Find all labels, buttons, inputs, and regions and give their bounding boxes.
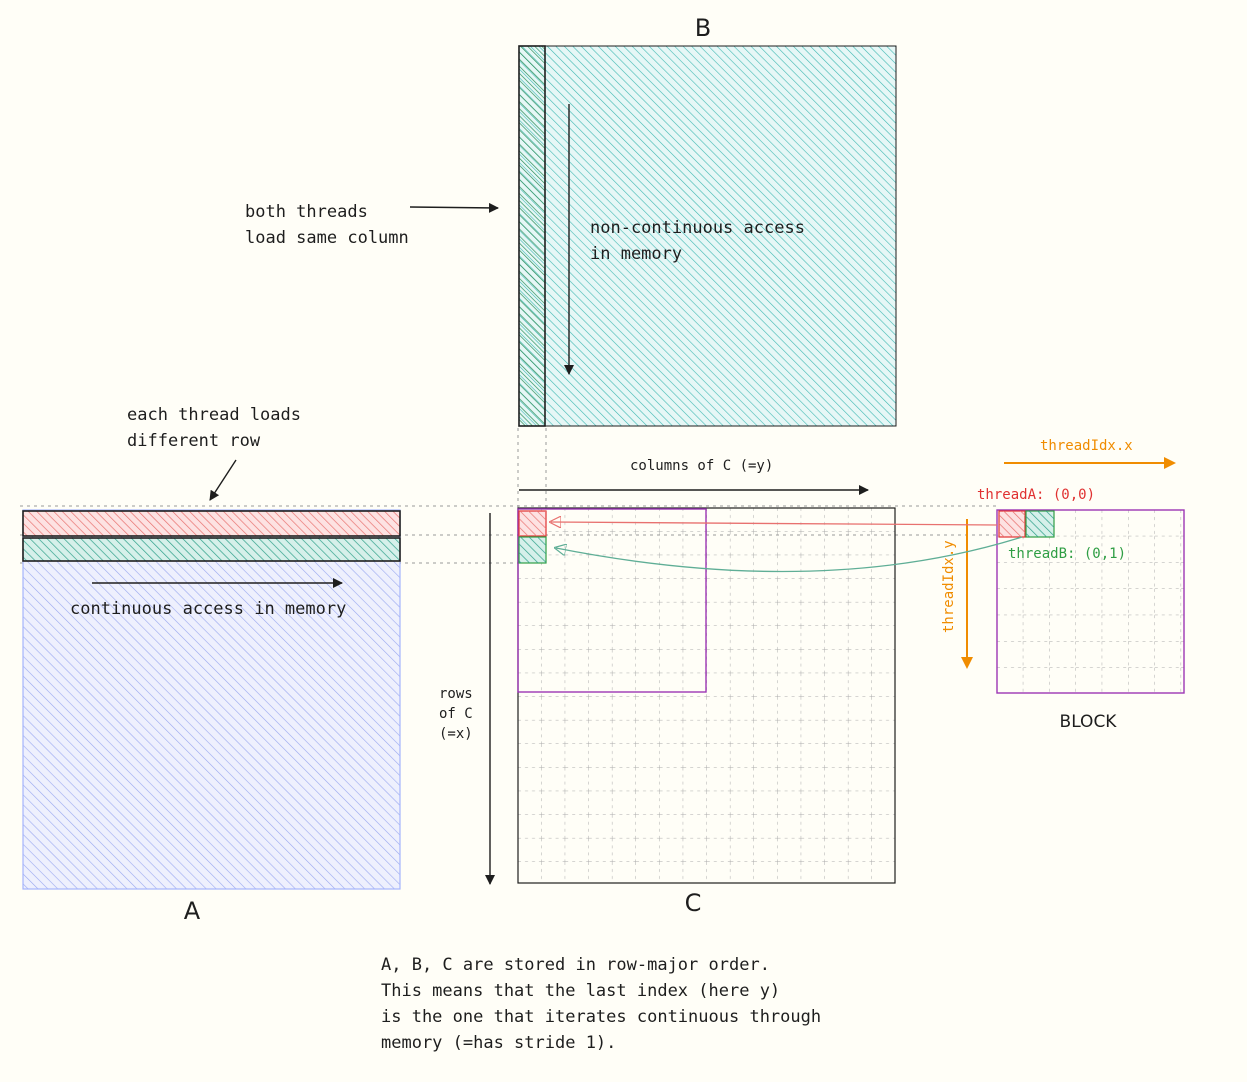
thread-b-label: threadB: (0,1)	[1008, 546, 1126, 562]
matrix-b	[518, 45, 897, 427]
each-thread-arrow	[209, 459, 237, 501]
matrix-b-column	[518, 45, 546, 427]
matrix-c	[517, 507, 896, 884]
block-label: BLOCK	[1060, 712, 1118, 732]
footnote-line1: A, B, C are stored in row-major order.	[381, 955, 770, 975]
both-threads-line2: load same column	[245, 228, 409, 248]
thread-a-label: threadA: (0,0)	[977, 487, 1095, 503]
footnote-line3: is the one that iterates continuous thro…	[381, 1007, 821, 1027]
non-continuous-line2: in memory	[590, 244, 682, 264]
both-threads-line1: both threads	[245, 202, 368, 222]
rows-of-c-line1: rows	[439, 686, 473, 702]
thread-idx-y-label: threadIdx.y	[941, 540, 957, 633]
matrix-c-block	[517, 508, 707, 693]
each-thread-line1: each thread loads	[127, 405, 301, 425]
rows-of-c-line2: of C	[439, 706, 473, 722]
footnote-line2: This means that the last index (here y)	[381, 981, 780, 1001]
matrix-a-label: A	[184, 897, 201, 925]
thread-idx-x-label: threadIdx.x	[1040, 438, 1133, 454]
footnote-line4: memory (=has stride 1).	[381, 1033, 616, 1053]
matrix-c-label: C	[685, 889, 702, 917]
continuous-label: continuous access in memory	[70, 599, 346, 619]
thread-b-mapping-arrow	[556, 536, 1023, 573]
block	[996, 509, 1185, 694]
thread-a-mapping-arrow	[551, 522, 998, 525]
rows-of-c-line3: (=x)	[439, 726, 473, 742]
matrix-a	[22, 509, 401, 890]
columns-of-c-label: columns of C (=y)	[630, 458, 773, 474]
each-thread-line2: different row	[127, 431, 261, 451]
non-continuous-line1: non-continuous access	[590, 218, 805, 238]
both-threads-arrow	[409, 202, 499, 213]
matrix-b-label: B	[695, 14, 711, 42]
